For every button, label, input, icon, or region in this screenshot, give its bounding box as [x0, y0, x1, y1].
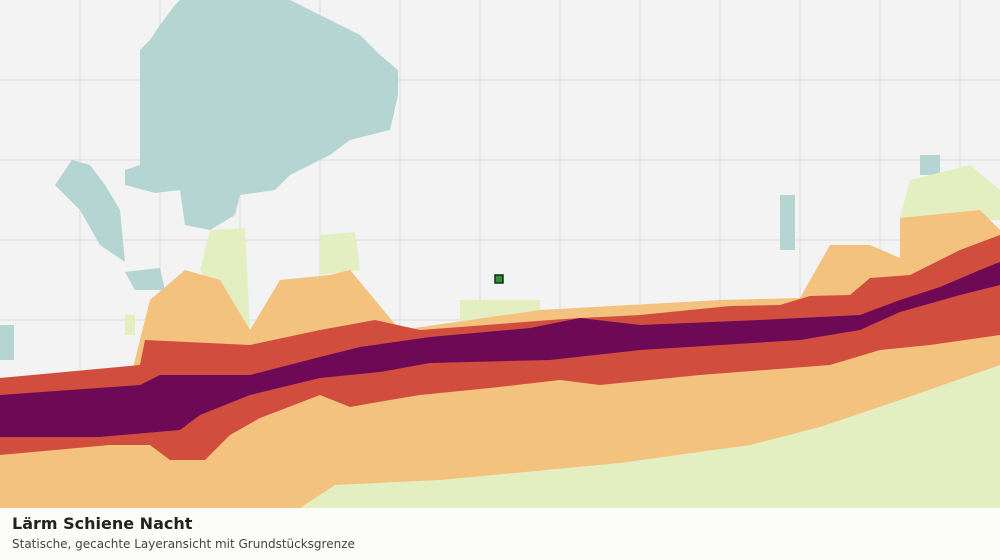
location-marker[interactable]: [494, 274, 504, 284]
map: [0, 0, 1000, 508]
layer-subtitle: Statische, gecachte Layeransicht mit Gru…: [12, 537, 355, 551]
noise-zone-very-high: [0, 262, 1000, 437]
noise-zone-low: [300, 365, 1000, 508]
layer-caption: Lärm Schiene Nacht Statische, gecachte L…: [0, 508, 1000, 560]
layer-title: Lärm Schiene Nacht: [12, 514, 193, 533]
